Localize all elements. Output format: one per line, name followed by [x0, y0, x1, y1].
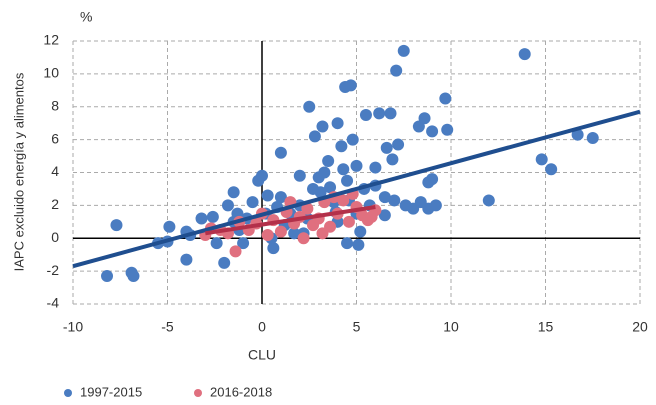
y-tick-label: 4: [51, 163, 59, 179]
y-tick-label: -2: [47, 262, 60, 278]
point: [392, 138, 405, 151]
point: [341, 174, 354, 187]
point: [354, 225, 367, 238]
point: [535, 153, 548, 166]
point: [227, 186, 240, 199]
point: [397, 44, 410, 57]
point: [267, 242, 280, 255]
point: [373, 107, 386, 120]
point: [127, 270, 140, 283]
legend-label: 2016-2018: [210, 384, 272, 399]
point: [246, 196, 259, 209]
point: [101, 270, 114, 283]
x-tick-label: 20: [632, 319, 648, 335]
point: [426, 125, 439, 138]
y-axis-label: IAPC excluido energía y alimentos: [11, 72, 26, 271]
point: [545, 163, 558, 176]
y-tick-label: 2: [51, 196, 59, 212]
point: [318, 166, 331, 179]
y-tick-label: 0: [51, 229, 59, 245]
point: [210, 237, 223, 250]
point: [341, 237, 354, 250]
point: [378, 191, 391, 204]
y-tick-label: 6: [51, 130, 59, 146]
x-tick-label: 0: [258, 319, 266, 335]
point: [324, 181, 337, 194]
point: [350, 159, 363, 172]
point: [571, 128, 584, 141]
x-tick-label: -5: [161, 319, 174, 335]
point: [390, 64, 403, 77]
y-tick-label: 10: [43, 65, 59, 81]
point: [301, 202, 314, 215]
point: [429, 199, 442, 212]
point: [256, 169, 268, 182]
point: [221, 199, 234, 212]
point: [359, 108, 372, 121]
point: [388, 194, 401, 207]
point: [274, 225, 287, 238]
point: [303, 100, 316, 113]
point: [482, 194, 495, 207]
point: [346, 133, 359, 146]
point: [342, 215, 355, 228]
legend-marker: [64, 389, 72, 397]
point: [261, 189, 274, 202]
point: [206, 210, 219, 223]
x-axis-label: CLU: [248, 347, 276, 363]
y-unit: %: [80, 9, 92, 25]
point: [378, 209, 391, 222]
point: [365, 210, 378, 223]
point: [337, 194, 350, 207]
point: [331, 117, 344, 130]
point: [369, 161, 382, 174]
point: [237, 237, 250, 250]
point: [316, 120, 329, 133]
point: [352, 238, 365, 251]
point: [439, 92, 452, 105]
point: [426, 173, 439, 186]
point: [384, 107, 397, 120]
point: [274, 146, 287, 159]
point: [335, 140, 348, 153]
point: [308, 130, 321, 143]
x-tick-label: -10: [63, 319, 83, 335]
x-tick-label: 10: [443, 319, 459, 335]
point: [274, 191, 287, 204]
x-tick-label: 15: [538, 319, 554, 335]
legend-label: 1997-2015: [80, 384, 142, 399]
x-tick-label: 5: [353, 319, 361, 335]
point: [418, 112, 431, 125]
point: [316, 227, 329, 240]
point: [229, 245, 242, 258]
point: [322, 154, 335, 167]
point: [261, 228, 274, 241]
y-tick-label: 12: [43, 32, 59, 48]
point: [163, 220, 176, 233]
point: [288, 227, 301, 240]
legend-marker: [194, 389, 202, 397]
y-tick-label: -4: [47, 295, 60, 311]
point: [344, 79, 357, 92]
point: [307, 182, 320, 195]
point: [380, 141, 393, 154]
point: [293, 169, 306, 182]
trend-line: [72, 109, 641, 269]
point: [195, 212, 208, 225]
point: [180, 253, 193, 266]
point: [386, 153, 399, 166]
point: [297, 232, 310, 245]
point: [218, 256, 231, 269]
trend-line: [204, 205, 376, 236]
point: [337, 163, 350, 176]
y-tick-label: 8: [51, 97, 59, 113]
point: [586, 131, 599, 144]
point: [518, 48, 531, 61]
point: [441, 123, 454, 136]
point: [110, 219, 123, 232]
